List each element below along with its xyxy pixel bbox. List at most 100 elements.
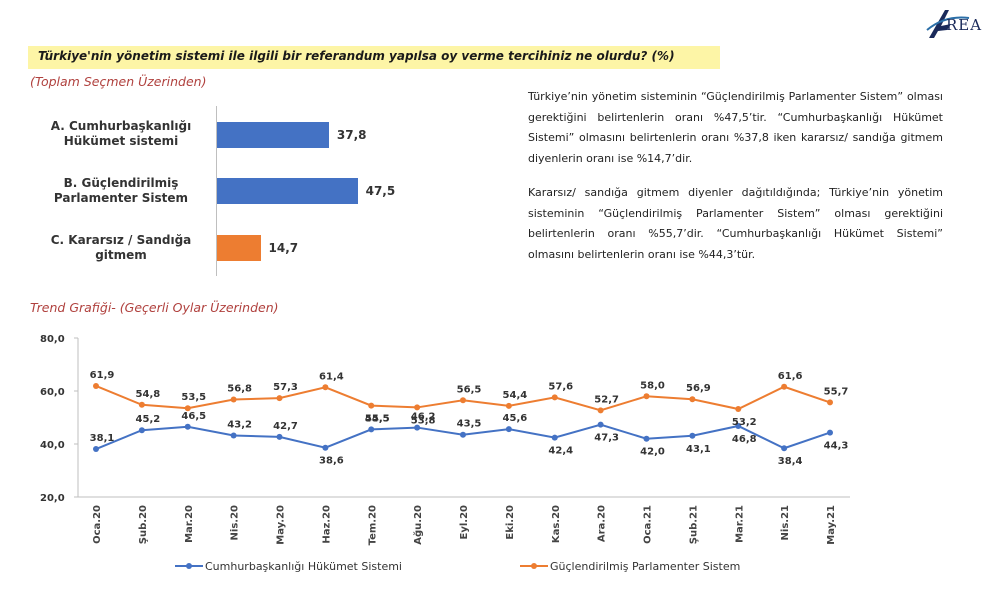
data-label: 55,7 bbox=[824, 386, 849, 397]
legend-label: Cumhurbaşkanlığı Hükümet Sistemi bbox=[205, 560, 402, 573]
data-point bbox=[322, 384, 329, 391]
legend-marker bbox=[186, 563, 192, 569]
data-label: 53,8 bbox=[411, 415, 436, 426]
data-point bbox=[597, 421, 604, 428]
x-tick-label: Şub.21 bbox=[688, 505, 699, 544]
data-point bbox=[368, 402, 375, 409]
bar-kararsiz bbox=[217, 235, 261, 261]
legend-label: Güçlendirilmiş Parlamenter Sistem bbox=[550, 560, 740, 573]
data-point bbox=[505, 426, 512, 433]
x-tick-label: Tem.20 bbox=[367, 505, 378, 545]
bar-category-line: Parlamenter Sistem bbox=[53, 191, 189, 205]
data-label: 46,8 bbox=[732, 434, 757, 445]
data-point bbox=[643, 393, 650, 400]
data-label: 61,6 bbox=[778, 371, 803, 382]
data-label: 45,2 bbox=[136, 414, 161, 425]
data-point bbox=[322, 444, 329, 451]
data-point bbox=[460, 431, 466, 438]
data-label: 57,3 bbox=[273, 382, 298, 393]
data-label: 45,5 bbox=[365, 413, 390, 424]
bar-category-line: gitmem bbox=[95, 248, 147, 262]
data-label: 57,6 bbox=[548, 381, 573, 392]
bar-category-line: C. Kararsız / Sandığa bbox=[50, 233, 192, 247]
data-point bbox=[597, 407, 604, 414]
bar-value-label: 47,5 bbox=[365, 184, 396, 198]
area-logo bbox=[926, 10, 970, 38]
data-point bbox=[414, 424, 421, 431]
x-tick-label: Eyl.20 bbox=[459, 505, 470, 540]
question-banner bbox=[28, 46, 720, 69]
data-label: 53,2 bbox=[732, 417, 757, 428]
bar-category-label: B. Güçlendirilmiş Parlamenter Sistem bbox=[30, 176, 212, 206]
bar-chart-axis bbox=[216, 106, 217, 276]
x-tick-label: May.20 bbox=[276, 505, 287, 545]
data-point bbox=[93, 446, 99, 453]
data-label: 54,4 bbox=[503, 390, 528, 401]
bar-category-line: B. Güçlendirilmiş bbox=[63, 176, 179, 190]
data-label: 38,6 bbox=[319, 456, 344, 467]
data-label: 54,8 bbox=[136, 389, 161, 400]
data-label: 42,7 bbox=[273, 421, 298, 432]
x-tick-label: Kas.20 bbox=[551, 505, 562, 543]
summary-paragraph-1: Türkiye’nin yönetim sisteminin “Güçlendi… bbox=[528, 90, 943, 165]
data-label: 43,2 bbox=[227, 420, 252, 431]
data-point bbox=[551, 394, 558, 401]
x-tick-label: Ara.20 bbox=[597, 505, 608, 542]
bar-cumhurbaskanligi bbox=[217, 122, 329, 148]
data-point bbox=[138, 401, 145, 408]
bar-category-line: A. Cumhurbaşkanlığı bbox=[50, 119, 192, 133]
y-tick-label: 80,0 bbox=[40, 334, 65, 345]
data-point bbox=[827, 429, 833, 436]
bar-chart-subtitle: (Toplam Seçmen Üzerinden) bbox=[30, 74, 207, 89]
logo-text: REA bbox=[946, 16, 983, 34]
data-point bbox=[827, 399, 833, 406]
data-label: 56,9 bbox=[686, 383, 711, 394]
bar-value-label: 37,8 bbox=[336, 128, 367, 142]
data-point bbox=[781, 445, 788, 452]
legend-marker bbox=[531, 563, 537, 569]
bar-category-label: A. Cumhurbaşkanlığı Hükümet sistemi bbox=[30, 119, 212, 149]
data-point bbox=[93, 382, 99, 389]
data-point bbox=[276, 395, 283, 402]
x-tick-label: Mar.21 bbox=[734, 505, 745, 543]
bar-category-label: C. Kararsız / Sandığa gitmem bbox=[30, 233, 212, 263]
bar-category-line: Hükümet sistemi bbox=[63, 134, 179, 148]
x-tick-label: Eki.20 bbox=[505, 505, 516, 540]
data-point bbox=[460, 397, 466, 404]
x-tick-label: May.21 bbox=[826, 505, 837, 545]
data-point bbox=[735, 406, 742, 413]
data-point bbox=[184, 405, 191, 412]
data-label: 42,0 bbox=[640, 447, 665, 458]
data-label: 38,4 bbox=[778, 456, 803, 467]
data-point bbox=[230, 396, 237, 403]
question-title: Türkiye'nin yönetim sistemi ile ilgili b… bbox=[38, 49, 675, 63]
data-label: 56,5 bbox=[457, 384, 482, 395]
data-label: 43,5 bbox=[457, 419, 482, 430]
data-label: 42,4 bbox=[548, 446, 573, 457]
bar-value-label: 14,7 bbox=[268, 241, 299, 255]
data-point bbox=[643, 435, 650, 442]
data-point bbox=[689, 432, 696, 439]
data-label: 46,5 bbox=[181, 411, 206, 422]
data-point bbox=[505, 402, 512, 409]
data-label: 47,3 bbox=[594, 433, 619, 444]
data-point bbox=[138, 427, 145, 434]
y-tick-label: 60,0 bbox=[40, 387, 65, 398]
x-tick-label: Haz.20 bbox=[321, 505, 332, 544]
data-point bbox=[230, 432, 237, 439]
x-tick-label: Nis.20 bbox=[230, 505, 241, 541]
data-label: 53,5 bbox=[181, 392, 206, 403]
data-label: 61,4 bbox=[319, 371, 344, 382]
data-point bbox=[735, 422, 742, 429]
data-label: 44,3 bbox=[824, 441, 849, 452]
data-point bbox=[184, 423, 191, 430]
data-label: 58,0 bbox=[640, 380, 665, 391]
x-tick-label: Ağu.20 bbox=[412, 505, 424, 545]
y-tick-label: 40,0 bbox=[40, 440, 65, 451]
data-point bbox=[414, 404, 421, 411]
data-point bbox=[689, 396, 696, 403]
data-point bbox=[781, 383, 788, 390]
data-point bbox=[276, 433, 283, 440]
data-label: 56,8 bbox=[227, 383, 252, 394]
y-tick-label: 20,0 bbox=[40, 493, 65, 504]
